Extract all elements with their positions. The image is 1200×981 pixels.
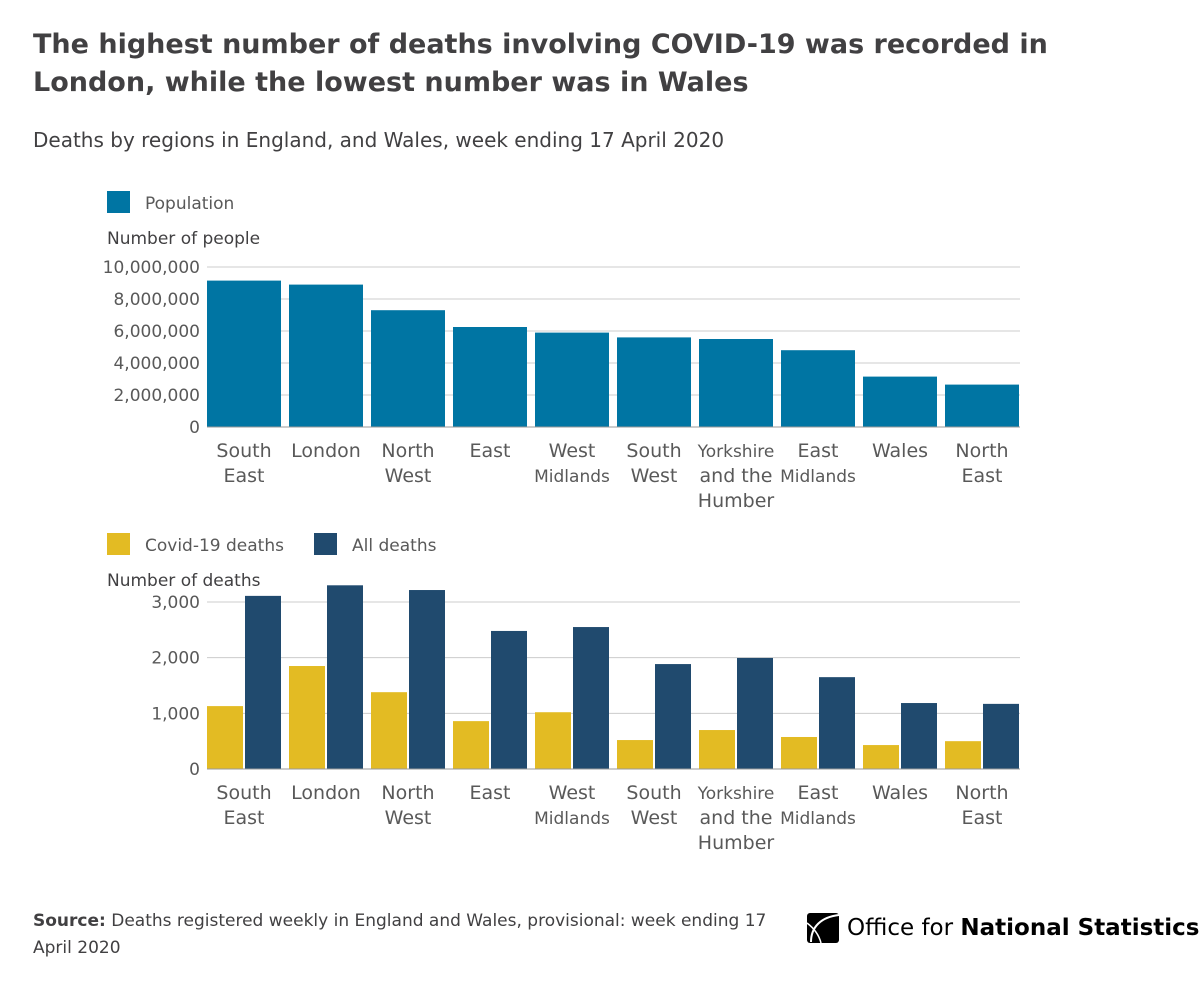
x-tick-label: Yorkshire	[697, 442, 775, 462]
x-tick-label: North	[381, 440, 434, 462]
bar-population	[289, 284, 363, 427]
bar-population	[453, 327, 527, 427]
x-tick-label: East	[962, 807, 1003, 829]
y-tick-label: 6,000,000	[113, 322, 200, 342]
x-tick-label: West	[385, 465, 432, 487]
x-tick-label: Midlands	[780, 467, 856, 487]
bar-population	[371, 310, 445, 427]
bar-all-deaths	[901, 703, 937, 769]
y-tick-label: 10,000,000	[103, 258, 200, 278]
bar-covid-19-deaths	[535, 712, 571, 769]
x-tick-label: Wales	[872, 440, 928, 462]
ons-logo: Office for National Statistics	[807, 913, 1199, 943]
logo-text-bold: National Statistics	[960, 915, 1200, 941]
x-tick-label: East	[798, 782, 839, 804]
x-tick-label: West	[385, 807, 432, 829]
source-note: Source: Deaths registered weekly in Engl…	[33, 908, 803, 962]
legend-swatch	[107, 191, 130, 213]
x-tick-label: Humber	[698, 490, 775, 512]
legend-label: Covid-19 deaths	[145, 536, 284, 556]
bar-population	[699, 339, 773, 427]
x-tick-label: and the	[700, 465, 773, 487]
x-tick-label: East	[470, 782, 511, 804]
chart-subtitle: Deaths by regions in England, and Wales,…	[33, 128, 725, 152]
y-axis-label: Number of deaths	[107, 571, 261, 591]
x-tick-label: West	[549, 440, 596, 462]
x-tick-label: North	[381, 782, 434, 804]
bar-covid-19-deaths	[699, 730, 735, 769]
bar-all-deaths	[327, 585, 363, 769]
bar-population	[945, 384, 1019, 427]
bar-population	[207, 280, 281, 427]
y-tick-label: 0	[189, 760, 200, 780]
y-tick-label: 1,000	[151, 704, 200, 724]
bar-all-deaths	[983, 703, 1019, 769]
source-text: Deaths registered weekly in England and …	[33, 911, 767, 958]
bar-population	[863, 376, 937, 427]
x-tick-label: Midlands	[534, 467, 610, 487]
y-tick-label: 4,000,000	[113, 354, 200, 374]
bar-covid-19-deaths	[781, 736, 817, 769]
x-tick-label: South	[626, 782, 681, 804]
x-tick-label: London	[291, 440, 361, 462]
x-tick-label: East	[224, 465, 265, 487]
source-label: Source:	[33, 911, 106, 931]
legend-swatch	[107, 533, 130, 555]
bar-covid-19-deaths	[453, 721, 489, 769]
chart-title: The highest number of deaths involving C…	[33, 29, 1048, 98]
bar-population	[535, 332, 609, 427]
x-tick-label: West	[631, 807, 678, 829]
bar-all-deaths	[491, 630, 527, 769]
x-tick-label: East	[962, 465, 1003, 487]
legend-swatch	[314, 533, 337, 555]
y-tick-label: 8,000,000	[113, 290, 200, 310]
x-tick-label: Wales	[872, 782, 928, 804]
ons-logo-icon	[807, 913, 839, 943]
x-tick-label: West	[549, 782, 596, 804]
bar-covid-19-deaths	[289, 666, 325, 769]
bar-covid-19-deaths	[617, 740, 653, 769]
x-tick-label: Midlands	[534, 809, 610, 829]
x-tick-label: South	[216, 782, 271, 804]
x-tick-label: West	[631, 465, 678, 487]
y-tick-label: 0	[189, 418, 200, 438]
x-tick-label: East	[798, 440, 839, 462]
x-tick-label: East	[470, 440, 511, 462]
bar-covid-19-deaths	[945, 741, 981, 769]
x-tick-label: London	[291, 782, 361, 804]
bar-covid-19-deaths	[207, 706, 243, 769]
legend-label: Population	[145, 194, 234, 214]
x-tick-label: Yorkshire	[697, 784, 775, 804]
bar-all-deaths	[409, 590, 445, 769]
y-tick-label: 3,000	[151, 593, 200, 613]
bar-all-deaths	[245, 595, 281, 769]
bar-all-deaths	[819, 677, 855, 769]
bar-population	[781, 350, 855, 427]
logo-text-light: Office for	[847, 915, 954, 941]
bar-all-deaths	[655, 664, 691, 769]
x-tick-label: Midlands	[780, 809, 856, 829]
bar-covid-19-deaths	[863, 745, 899, 769]
x-tick-label: South	[626, 440, 681, 462]
y-axis-label: Number of people	[107, 229, 260, 249]
x-tick-label: and the	[700, 807, 773, 829]
bar-all-deaths	[573, 627, 609, 769]
x-tick-label: South	[216, 440, 271, 462]
bar-all-deaths	[737, 657, 773, 769]
x-tick-label: North	[955, 440, 1008, 462]
y-tick-label: 2,000,000	[113, 386, 200, 406]
x-tick-label: East	[224, 807, 265, 829]
x-tick-label: North	[955, 782, 1008, 804]
legend-label: All deaths	[352, 536, 437, 556]
bar-population	[617, 337, 691, 427]
bar-covid-19-deaths	[371, 692, 407, 769]
x-tick-label: Humber	[698, 832, 775, 854]
y-tick-label: 2,000	[151, 649, 200, 669]
